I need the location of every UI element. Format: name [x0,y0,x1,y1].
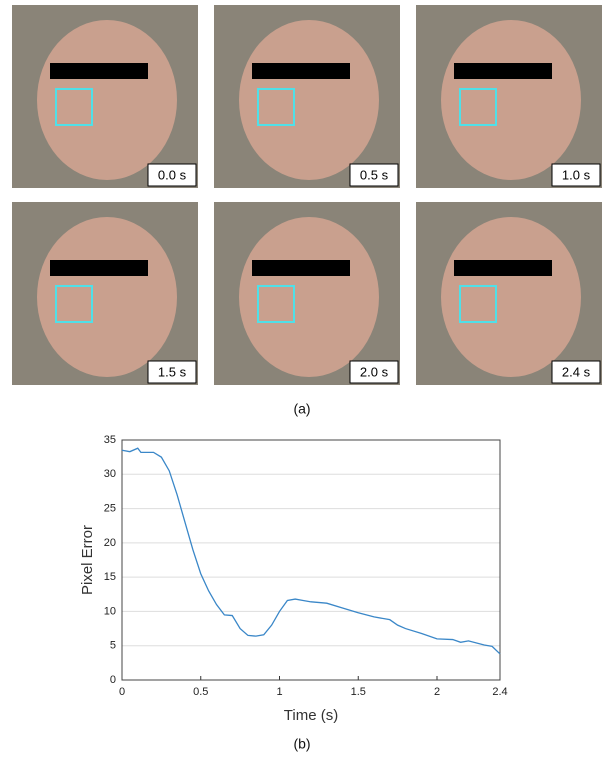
panel-label: 1.0 s [562,167,591,182]
x-tick-label: 2 [434,686,440,698]
face [441,217,581,377]
y-tick-label: 5 [110,640,116,652]
x-tick-label: 2.4 [492,686,507,698]
label-box [551,163,601,187]
redaction-bar [252,260,350,276]
tracking-box [257,285,295,323]
label-box [147,163,197,187]
x-tick-label: 0 [119,686,125,698]
tracking-box [459,285,497,323]
face [37,20,177,180]
face [239,217,379,377]
tracking-box [459,88,497,126]
x-axis-title: Time (s) [284,707,338,724]
plot-frame [121,439,501,681]
y-tick-label: 0 [110,674,116,686]
label-box [147,360,197,384]
panel-label: 2.0 s [360,364,389,379]
x-tick-label: 0.5 [193,686,208,698]
x-tick-label: 1.5 [351,686,366,698]
y-tick-label: 25 [104,502,116,514]
x-tick-label: 1 [276,686,282,698]
tracking-box [257,88,295,126]
y-tick-label: 35 [104,434,116,446]
label-box [349,163,399,187]
label-box [349,360,399,384]
panel-label: 0.0 s [158,167,187,182]
face [441,20,581,180]
redaction-bar [252,63,350,79]
panel-label: 0.5 s [360,167,389,182]
y-tick-label: 30 [104,468,116,480]
redaction-bar [50,63,148,79]
face [37,217,177,377]
y-tick-label: 10 [104,605,116,617]
redaction-bar [50,260,148,276]
tracking-box [55,88,93,126]
panel-label: 2.4 s [562,364,591,379]
y-axis-title: Pixel Error [79,525,96,595]
panel-label: 1.5 s [158,364,187,379]
face [239,20,379,180]
caption-b: (b) [293,736,310,752]
data-line [121,447,501,655]
caption-a: (a) [293,401,310,417]
redaction-bar [454,63,552,79]
tracking-box [55,285,93,323]
redaction-bar [454,260,552,276]
label-box [551,360,601,384]
y-tick-label: 20 [104,537,116,549]
y-tick-label: 15 [104,571,116,583]
